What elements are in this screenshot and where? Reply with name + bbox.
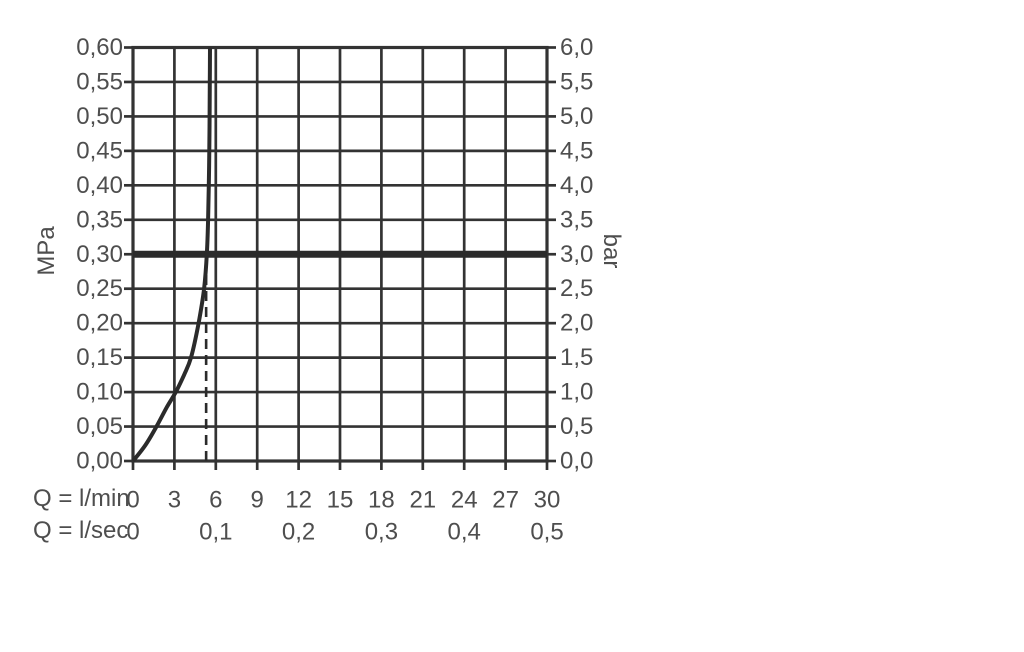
y-left-tick-label: 0,45	[76, 137, 123, 164]
y-left-tick-label: 0,00	[76, 448, 123, 475]
x-axis-lmin-unit-label: Q = l/min	[33, 485, 130, 512]
y-right-tick-label: 6,0	[560, 34, 593, 61]
y-axis-right-unit-label: bar	[598, 233, 625, 269]
y-right-tick-label: 4,5	[560, 137, 593, 164]
y-left-tick-label: 0,60	[76, 34, 123, 61]
y-left-tick-label: 0,20	[76, 310, 123, 337]
y-right-tick-label: 2,0	[560, 310, 593, 337]
x-lmin-tick-label: 9	[251, 487, 264, 514]
y-right-tick-label: 5,0	[560, 103, 593, 130]
x-lsec-tick-label: 0,4	[448, 519, 481, 546]
x-lmin-tick-label: 24	[451, 487, 478, 514]
y-axis-left-unit-label: MPa	[33, 226, 60, 276]
x-lmin-tick-label: 12	[285, 487, 312, 514]
x-lsec-tick-label: 0,3	[365, 519, 398, 546]
x-lmin-tick-label: 15	[327, 487, 354, 514]
y-left-tick-label: 0,25	[76, 275, 123, 302]
x-lsec-tick-label: 0,5	[530, 519, 563, 546]
x-lmin-tick-label: 6	[209, 487, 222, 514]
y-right-tick-label: 0,0	[560, 448, 593, 475]
x-lsec-tick-label: 0	[126, 519, 139, 546]
y-right-tick-label: 0,5	[560, 413, 593, 440]
y-right-tick-label: 2,5	[560, 275, 593, 302]
x-lmin-tick-label: 21	[409, 487, 436, 514]
y-left-tick-label: 0,40	[76, 172, 123, 199]
pressure-flow-curve	[131, 47, 212, 463]
y-left-tick-label: 0,15	[76, 344, 123, 371]
y-left-tick-label: 0,10	[76, 379, 123, 406]
x-lsec-tick-label: 0,2	[282, 519, 315, 546]
y-left-tick-label: 0,55	[76, 68, 123, 95]
y-right-tick-label: 3,5	[560, 206, 593, 233]
y-left-tick-label: 0,30	[76, 241, 123, 268]
x-lmin-tick-label: 0	[126, 487, 139, 514]
y-right-tick-label: 3,0	[560, 241, 593, 268]
x-lmin-tick-label: 30	[534, 487, 561, 514]
y-left-tick-label: 0,50	[76, 103, 123, 130]
x-lmin-tick-label: 18	[368, 487, 395, 514]
y-right-tick-label: 1,5	[560, 344, 593, 371]
y-right-tick-label: 4,0	[560, 172, 593, 199]
x-lsec-tick-label: 0,1	[199, 519, 232, 546]
y-left-tick-label: 0,35	[76, 206, 123, 233]
y-left-tick-label: 0,05	[76, 413, 123, 440]
y-right-tick-label: 5,5	[560, 68, 593, 95]
x-lmin-tick-label: 27	[492, 487, 519, 514]
x-axis-lsec-unit-label: Q = l/sec	[33, 517, 129, 544]
y-right-tick-label: 1,0	[560, 379, 593, 406]
x-lmin-tick-label: 3	[168, 487, 181, 514]
